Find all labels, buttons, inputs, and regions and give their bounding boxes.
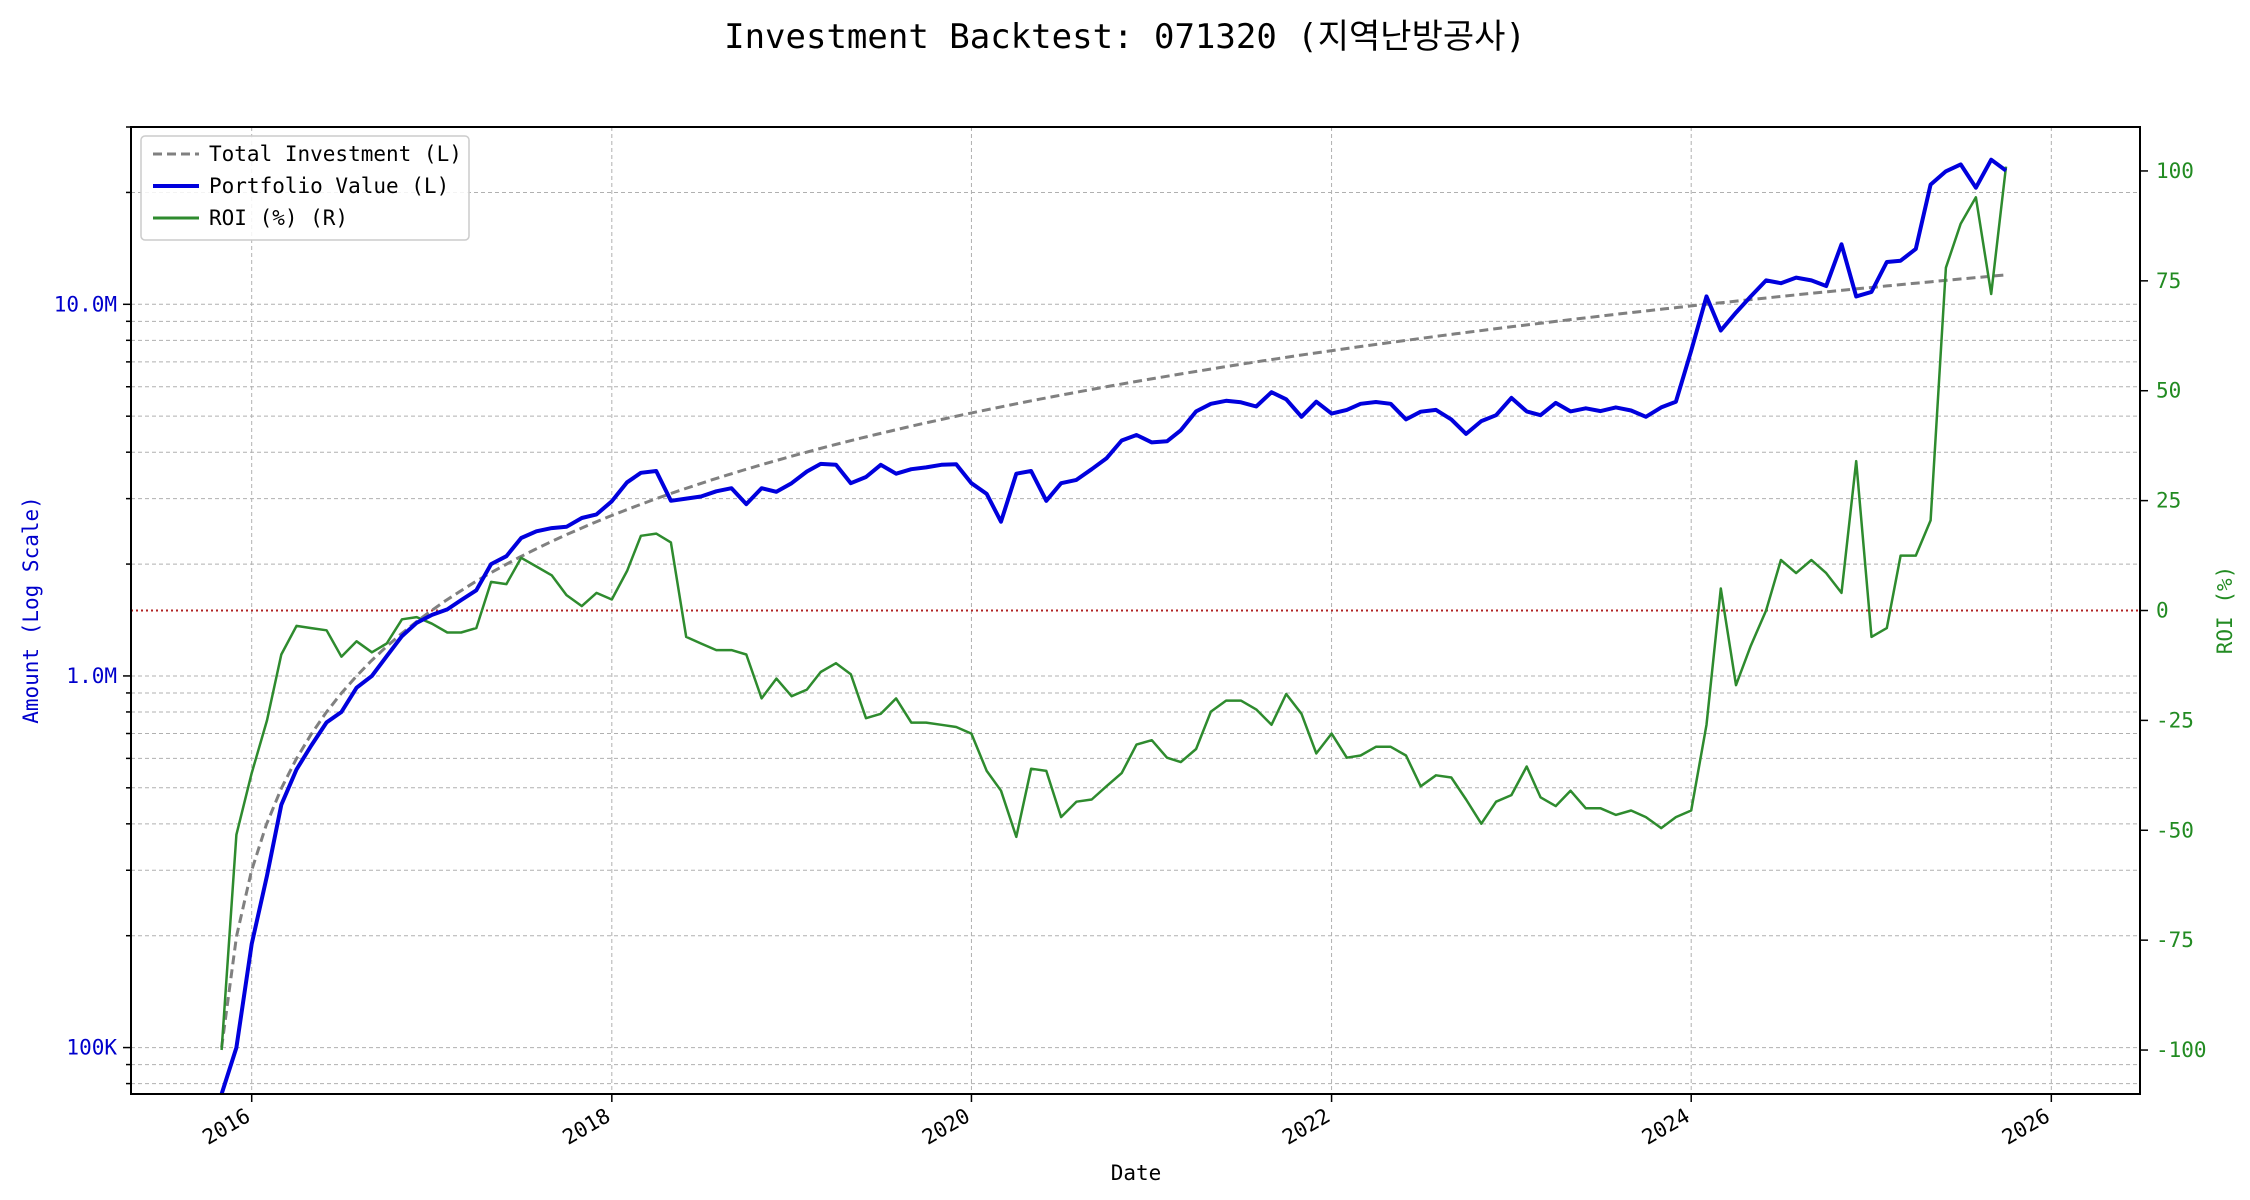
- y-axis-left-label: Amount (Log Scale): [19, 496, 43, 724]
- chart-title: Investment Backtest: 071320 (지역난방공사): [724, 17, 1526, 57]
- legend-box: [140, 135, 470, 241]
- series-portfolio-value-line: [219, 157, 2008, 1095]
- x-tick-label: 2016: [198, 1104, 254, 1150]
- right-tick-label: 75: [2156, 269, 2181, 293]
- right-tick-label: 25: [2156, 489, 2181, 513]
- right-tick-label: 100: [2156, 159, 2194, 183]
- x-tick-label: 2026: [1998, 1104, 2054, 1150]
- right-tick-label: -75: [2156, 928, 2194, 952]
- legend: Total Investment (L) Portfolio Value (L)…: [140, 135, 470, 241]
- left-tick-label: 100K: [66, 1036, 117, 1060]
- x-tick-label: 2024: [1638, 1104, 1694, 1150]
- left-tick-label: 1.0M: [66, 664, 117, 688]
- x-tick-label: 2018: [559, 1104, 615, 1150]
- series-layer: [219, 157, 2008, 1095]
- right-tick-label: -50: [2156, 818, 2194, 842]
- right-tick-label: -100: [2156, 1038, 2207, 1062]
- x-tick-label: 2022: [1278, 1104, 1334, 1150]
- series-total-investment-line: [220, 273, 2007, 1048]
- series-roi-line: [220, 166, 2008, 1051]
- y-axis-right-label: ROI (%): [2213, 566, 2237, 655]
- left-axis-ticks: 100K 1.0M 10.0M: [54, 126, 131, 1085]
- legend-label-total-investment: Total Investment (L): [209, 142, 462, 166]
- grid-lines: [131, 126, 2140, 1094]
- left-tick-label: 10.0M: [54, 292, 117, 316]
- right-tick-label: 50: [2156, 379, 2181, 403]
- x-axis-label: Date: [1111, 1161, 1162, 1185]
- x-axis-ticks: 2016 2018 2020 2022 2024 2026: [198, 1094, 2054, 1150]
- legend-label-portfolio-value: Portfolio Value (L): [209, 174, 449, 198]
- right-axis-ticks: -100 -75 -50 -25 0 25 50 75 100: [2140, 159, 2207, 1062]
- x-tick-label: 2020: [918, 1104, 974, 1150]
- right-tick-label: 0: [2156, 599, 2169, 623]
- legend-label-roi: ROI (%) (R): [209, 206, 348, 230]
- right-tick-label: -25: [2156, 708, 2194, 732]
